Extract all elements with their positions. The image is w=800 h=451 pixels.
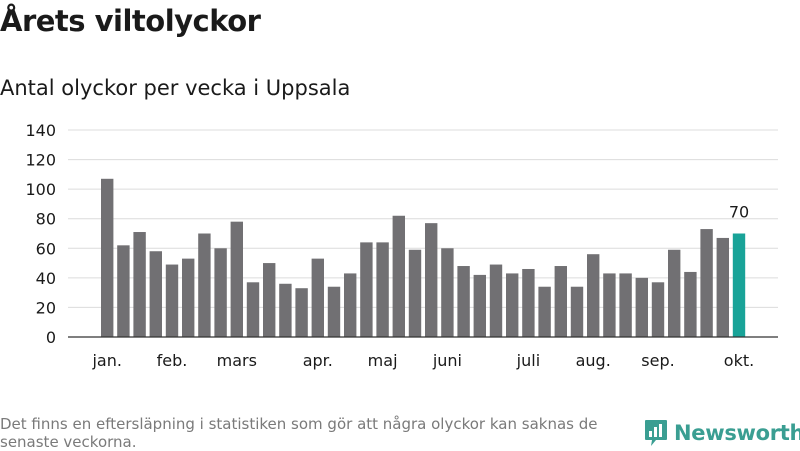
bar-chart: 0 20 40 60 80 100 120 140 jan. feb. mars apr. maj jun… (25, 121, 778, 370)
bar (700, 229, 713, 337)
bar (165, 264, 179, 337)
x-tick-label: aug. (576, 351, 611, 370)
y-tick-label: 60 (36, 239, 56, 258)
bar (408, 249, 422, 337)
bar (587, 254, 600, 337)
bar (360, 242, 373, 337)
bar (101, 178, 114, 337)
bar (344, 273, 357, 337)
chart-subtitle: Antal olyckor per vecka i Uppsala (0, 76, 351, 100)
bar (538, 286, 551, 337)
data-label: 70 (729, 203, 749, 222)
brand-logo: Newsworthy (644, 418, 800, 448)
bar (506, 273, 519, 337)
bar (392, 215, 405, 337)
bar-chart-logo-icon (645, 420, 667, 446)
brand-name: Newsworthy (674, 421, 800, 445)
x-tick-label: jan. (91, 351, 121, 370)
bar (133, 232, 146, 337)
bar (263, 263, 276, 337)
bar (149, 251, 162, 337)
x-tick-label: okt. (724, 351, 754, 370)
y-tick-label: 100 (25, 180, 56, 199)
bar (441, 248, 454, 337)
bar (570, 286, 584, 337)
x-tick-label: mars (217, 351, 257, 370)
bar (279, 283, 292, 337)
bar (619, 273, 632, 337)
bar (554, 266, 567, 337)
bar (522, 268, 535, 337)
bar (425, 223, 438, 337)
bar (246, 282, 260, 337)
y-tick-label: 120 (25, 151, 56, 170)
footnote: Det finns en eftersläpning i statistiken… (0, 415, 598, 451)
y-tick-label: 20 (36, 298, 56, 317)
bar (182, 258, 195, 337)
y-tick-label: 40 (36, 269, 56, 288)
y-tick-label: 0 (46, 328, 56, 347)
x-tick-label: juni (432, 351, 462, 370)
bar (457, 266, 470, 337)
bar (214, 248, 227, 337)
x-tick-label: juli (516, 351, 540, 370)
bar (489, 264, 503, 337)
bar (117, 245, 130, 337)
bar (603, 273, 616, 337)
bar (295, 288, 308, 337)
bar (198, 233, 211, 337)
x-tick-label: apr. (303, 351, 333, 370)
bar (635, 277, 648, 337)
x-tick-label: maj (368, 351, 398, 370)
bar (684, 271, 697, 337)
bar (376, 242, 389, 337)
bar (230, 221, 243, 337)
bar (732, 233, 746, 337)
y-tick-label: 80 (36, 210, 56, 229)
bar (473, 274, 486, 337)
bar (327, 286, 341, 337)
chart-title: Årets viltolyckor (0, 4, 261, 38)
x-tick-label: feb. (157, 351, 188, 370)
bar (311, 258, 324, 337)
bar (668, 249, 681, 337)
x-tick-label: sep. (641, 351, 674, 370)
y-tick-label: 140 (25, 121, 56, 140)
bar (716, 237, 729, 337)
bar (651, 282, 665, 337)
